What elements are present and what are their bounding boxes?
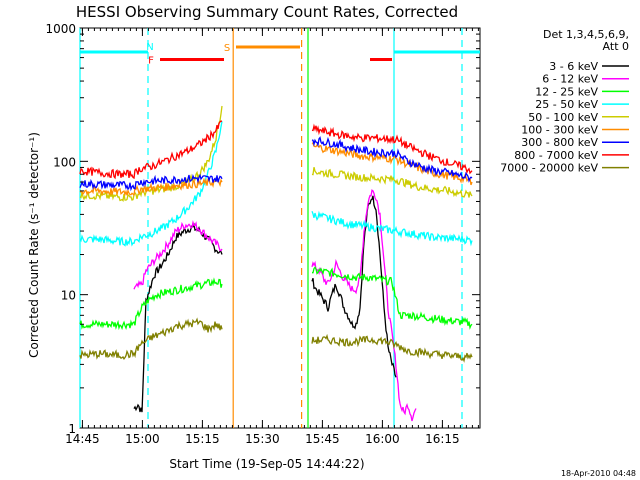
legend-entry-label: 3 - 6 keV bbox=[549, 60, 598, 73]
x-tick-label: 15:15 bbox=[185, 432, 220, 446]
series-line bbox=[311, 136, 473, 183]
series-line bbox=[312, 266, 473, 330]
x-tick-label: 16:00 bbox=[365, 432, 400, 446]
x-axis-label: Start Time (19-Sep-05 14:44:22) bbox=[169, 457, 364, 471]
y-tick-label: 100 bbox=[53, 155, 76, 169]
series-line bbox=[79, 105, 223, 202]
series-line bbox=[311, 189, 417, 422]
series-line bbox=[311, 123, 473, 175]
legend-title: Att 0 bbox=[603, 40, 629, 53]
legend-entry-label: 7000 - 20000 keV bbox=[500, 162, 598, 175]
legend-entry-label: 100 - 300 keV bbox=[521, 124, 598, 137]
y-tick-label: 1000 bbox=[45, 22, 76, 36]
plot-border bbox=[79, 27, 481, 429]
x-tick-label: 15:45 bbox=[305, 432, 340, 446]
state-flag-label: F bbox=[148, 56, 154, 67]
series-line bbox=[79, 173, 223, 192]
series-line bbox=[311, 195, 397, 378]
series-lines bbox=[79, 105, 473, 422]
x-tick-label: 15:30 bbox=[245, 432, 280, 446]
time-markers bbox=[79, 28, 463, 428]
plot-frame bbox=[79, 27, 481, 429]
legend-entry-label: 50 - 100 keV bbox=[528, 111, 598, 124]
legend-entry-label: 12 - 25 keV bbox=[535, 85, 598, 98]
series-line bbox=[79, 121, 223, 247]
y-tick-label: 1 bbox=[68, 422, 76, 436]
x-tick-label: 16:15 bbox=[425, 432, 460, 446]
legend-entry-label: 25 - 50 keV bbox=[535, 98, 598, 111]
series-line bbox=[311, 333, 473, 363]
y-tick-label: 10 bbox=[61, 289, 76, 303]
series-line bbox=[79, 120, 222, 180]
timestamp: 18-Apr-2010 04:48 bbox=[561, 469, 636, 478]
series-line bbox=[133, 222, 223, 413]
state-flags: NF S bbox=[80, 42, 480, 67]
y-axis-ticks: 1 10 100 1000 bbox=[45, 22, 480, 436]
series-line bbox=[311, 142, 473, 186]
series-line bbox=[311, 167, 473, 198]
x-tick-label: 14:45 bbox=[65, 432, 100, 446]
state-flag-label: S bbox=[224, 43, 230, 54]
legend-entry-label: 6 - 12 keV bbox=[542, 73, 598, 86]
chart-title: HESSI Observing Summary Count Rates, Cor… bbox=[76, 3, 458, 21]
x-tick-label: 15:00 bbox=[125, 432, 160, 446]
legend-entry-label: 300 - 800 keV bbox=[521, 136, 598, 149]
series-line bbox=[311, 210, 473, 247]
legend-entry-label: 800 - 7000 keV bbox=[514, 149, 598, 162]
legend-title: Det 1,3,4,5,6,9, bbox=[543, 28, 629, 41]
series-line bbox=[79, 317, 223, 360]
state-flag-label: N bbox=[146, 42, 153, 53]
series-line bbox=[79, 277, 223, 331]
y-axis-label: Corrected Count Rate (s⁻¹ detector⁻¹) bbox=[27, 132, 41, 358]
series-line bbox=[133, 220, 223, 290]
